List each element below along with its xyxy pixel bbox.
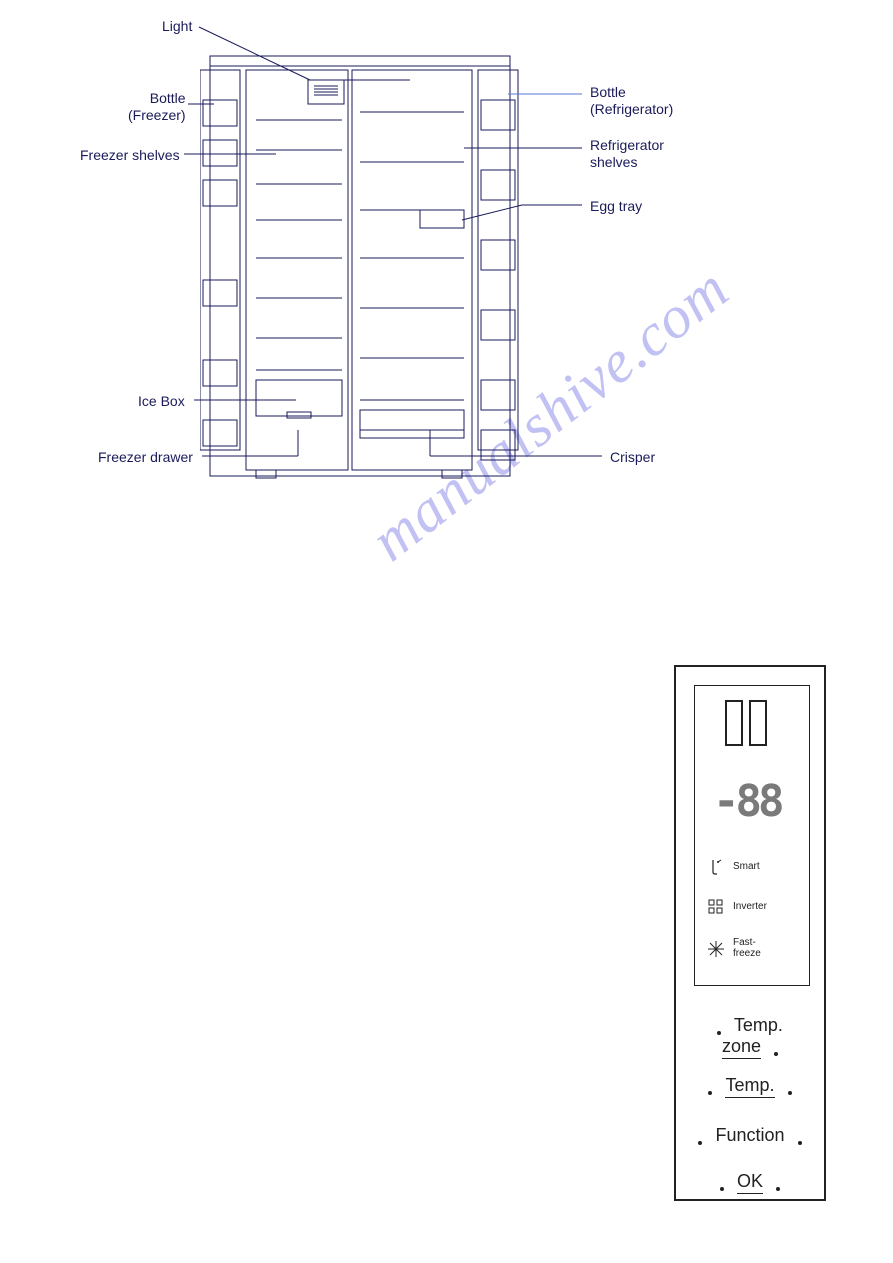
mode-inverter-label: Inverter xyxy=(733,902,767,913)
mode-smart: Smart xyxy=(707,858,760,876)
fridge-zone-icon xyxy=(749,700,767,746)
fastfreeze-icon xyxy=(707,940,725,958)
inverter-icon xyxy=(707,898,725,916)
mode-smart-label: Smart xyxy=(733,862,760,873)
smart-icon xyxy=(707,858,725,876)
temperature-display: -88 xyxy=(713,776,780,827)
freezer-zone-icon xyxy=(725,700,743,746)
button-temp[interactable]: Temp. xyxy=(676,1075,824,1098)
button-temp-zone-bot: zone xyxy=(722,1036,761,1059)
zone-indicator-icons xyxy=(725,700,767,746)
panel-display: -88 Smart Inverter Fast- freeze xyxy=(694,685,810,986)
button-function[interactable]: Function xyxy=(676,1125,824,1147)
button-function-label: Function xyxy=(715,1125,784,1147)
button-ok-label: OK xyxy=(737,1171,763,1194)
button-temp-zone-top: Temp. xyxy=(734,1015,783,1035)
mode-inverter: Inverter xyxy=(707,898,767,916)
leader-crisper xyxy=(0,0,893,500)
mode-fastfreeze-label: Fast- freeze xyxy=(733,938,761,959)
button-ok[interactable]: OK xyxy=(676,1171,824,1194)
button-temp-label: Temp. xyxy=(725,1075,774,1098)
mode-fastfreeze: Fast- freeze xyxy=(707,938,761,959)
control-panel: -88 Smart Inverter Fast- freeze Temp. zo… xyxy=(674,665,826,1201)
button-temp-zone[interactable]: Temp. zone xyxy=(676,1015,824,1059)
